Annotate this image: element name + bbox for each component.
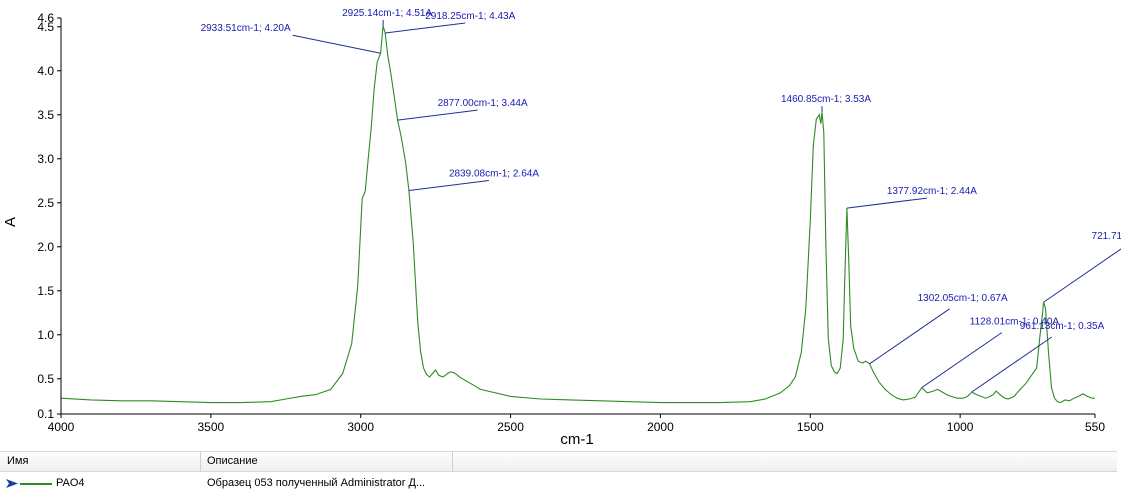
x-tick-label: 3000 [347,420,374,434]
x-tick-label: 2000 [647,420,674,434]
peak-annotation: 1302.05cm-1; 0.67A [869,293,1008,365]
annotation-label: 961.13cm-1; 0.35A [1020,321,1105,332]
annotation-label: 2933.51cm-1; 4.20A [201,23,291,34]
annotation-label: 1460.85cm-1; 3.53A [781,94,871,105]
peak-annotation: 1377.92cm-1; 2.44A [846,186,977,209]
peak-annotation: 1460.85cm-1; 3.53A [781,94,871,113]
peak-annotation: 1128.01cm-1; 0.40A [921,317,1060,389]
annotation-leader-line [921,332,1003,389]
x-tick-label: 550 [1085,420,1105,434]
annotation-leader-line [846,197,927,209]
row-selector-arrow-icon [6,479,18,488]
x-axis-ticks: 4000 3500 3000 2500 2000 1500 1000 550 [48,414,1105,434]
column-separator[interactable] [452,452,453,471]
y-tick-label: 2.5 [37,196,54,210]
annotation-leader-line [292,34,381,54]
annotation-label: 2839.08cm-1; 2.64A [449,168,539,179]
x-tick-label: 1500 [797,420,824,434]
spectrum-chart: 0.1 0.5 1.0 1.5 2.0 2.5 3.0 3.5 4.0 4.54.6 4000 35… [2,8,1121,448]
y-tick-label: 4.5 [37,20,54,34]
legend-series-description: Образец 053 полученный Administrator Д..… [207,477,426,489]
annotation-label: 2925.14cm-1; 4.51A [342,8,432,19]
annotation-label: 1377.92cm-1; 2.44A [887,186,977,197]
y-tick-label: 3.5 [37,108,54,122]
y-tick-label: 0.1 [37,407,54,421]
x-axis-title: cm-1 [560,431,593,448]
y-tick-label: 3.0 [37,152,54,166]
peak-annotation: 2925.14cm-1; 4.51A [342,8,433,26]
x-tick-label: 2500 [497,420,524,434]
annotation-leader-line [869,308,950,365]
column-separator[interactable] [200,452,201,471]
x-tick-label: 4000 [48,420,75,434]
x-tick-label: 3500 [198,420,225,434]
legend-row[interactable]: PAO4 Образец 053 полученный Administrato… [0,474,1117,494]
annotation-leader-line [397,109,478,121]
series-line-pao4 [60,25,1095,404]
legend-header: Имя Описание [0,452,1117,472]
y-tick-label: 0.5 [37,372,54,386]
peak-annotation: 2933.51cm-1; 4.20A [201,23,381,54]
y-tick-label: 4.0 [37,64,54,78]
x-tick-label: 1000 [947,420,974,434]
annotation-label: 1128.01cm-1; 0.40A [970,317,1060,328]
y-tick-label: 2.0 [37,240,54,254]
annotation-label: 2918.25cm-1; 4.43A [425,11,515,22]
y-tick-label: 1.5 [37,284,54,298]
annotation-leader-line [385,22,466,34]
annotation-leader-line [1043,248,1121,303]
legend-series-name: PAO4 [56,477,85,489]
legend-table: Имя Описание PAO4 Образец 053 полученный… [0,451,1117,498]
legend-header-description[interactable]: Описание [207,455,258,467]
legend-header-name[interactable]: Имя [7,455,29,467]
y-axis-ticks: 0.1 0.5 1.0 1.5 2.0 2.5 3.0 3.5 4.0 4.54.6 [37,11,61,421]
annotation-label: 2877.00cm-1; 3.44A [438,98,528,109]
peak-annotation: 2839.08cm-1; 2.64A [408,168,539,191]
y-axis-title: A [2,217,19,227]
series-color-swatch [20,483,52,485]
y-tick-label: 4.6 [37,11,54,25]
annotation-leader-line [971,336,1053,393]
annotation-leader-line [408,179,490,191]
plot-area [60,25,1095,404]
peak-annotation: 961.13cm-1; 0.35A [971,321,1105,393]
peak-annotations: 2933.51cm-1; 4.20A 2925.14cm-1; 4.51A2918… [201,8,1121,393]
peak-annotation: 2877.00cm-1; 3.44A [397,98,528,121]
annotation-label: 1302.05cm-1; 0.67A [918,293,1008,304]
y-tick-label: 1.0 [37,328,54,342]
peak-annotation: 2918.25cm-1; 4.43A [385,11,516,34]
